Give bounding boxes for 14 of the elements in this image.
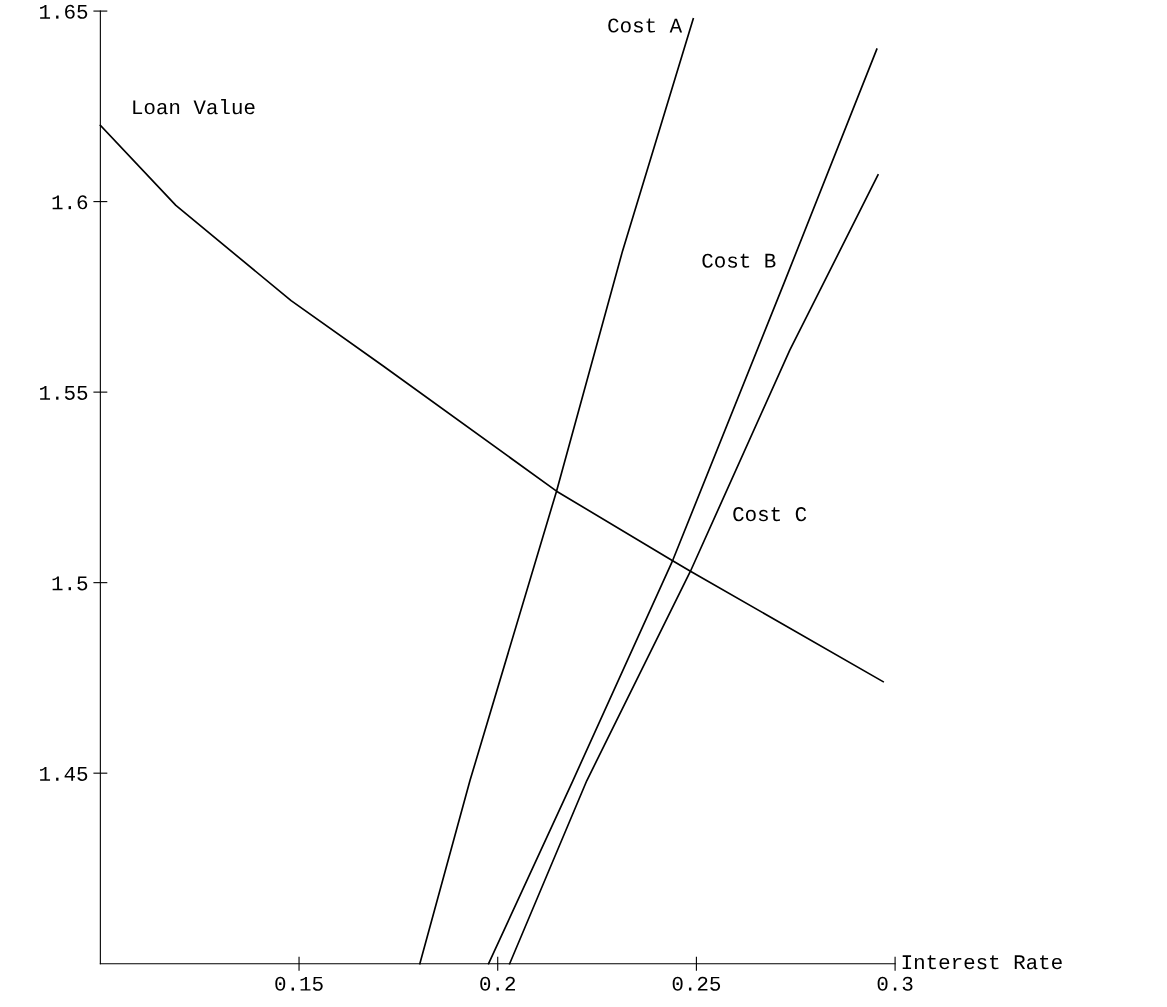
y-tick-label: 1.5 [52, 576, 88, 591]
y-tick-label: 1.45 [40, 767, 88, 781]
series-label: Cost B [702, 253, 776, 268]
series-label: Cost C [733, 507, 807, 522]
series-label: Cost A [608, 18, 683, 33]
x-axis-title: Interest Rate [902, 955, 1062, 970]
y-tick-label: 1.6 [52, 195, 88, 210]
x-tick-label: 0.15 [275, 976, 323, 991]
x-tick-label: 0.25 [672, 976, 721, 991]
y-tick-label: 1.65 [40, 4, 88, 19]
y-tick-label: 1.55 [40, 385, 88, 400]
x-tick-label: 0.2 [480, 976, 515, 991]
series-label: Loan Value [133, 99, 255, 115]
x-tick-label: 0.3 [877, 976, 913, 991]
